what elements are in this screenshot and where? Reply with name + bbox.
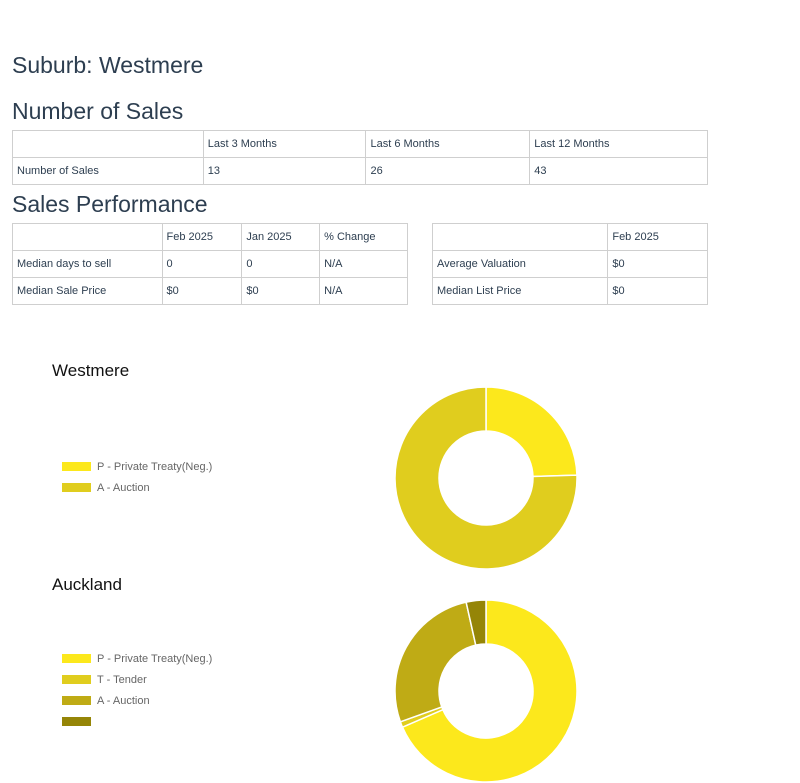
legend-item: T - Tender: [62, 669, 212, 690]
legend-label: A - Auction: [97, 694, 150, 707]
valuation-table: Feb 2025 Average Valuation $0 Median Lis…: [431, 223, 708, 305]
table-cell: 13: [202, 157, 367, 185]
chart-title-auckland: Auckland: [52, 575, 122, 594]
chart-title-westmere: Westmere: [52, 361, 130, 380]
table-row-label: Number of Sales: [12, 157, 204, 185]
legend-swatch: [62, 654, 91, 663]
legend-swatch: [62, 462, 91, 471]
table-header-cell: [431, 223, 609, 251]
donut-chart-westmere: [394, 386, 578, 570]
table-header-row: Feb 2025 Jan 2025 % Change: [12, 223, 408, 251]
table-cell: $0: [241, 277, 321, 305]
table-row: Median List Price $0: [431, 277, 708, 305]
table-cell: $0: [607, 250, 708, 278]
table-header-cell: Last 6 Months: [365, 130, 531, 158]
table-row-label: Median List Price: [431, 277, 609, 305]
table-cell: 26: [365, 157, 531, 185]
legend-item: [62, 711, 212, 732]
chart-legend-westmere: P - Private Treaty(Neg.) A - Auction: [62, 456, 212, 498]
table-cell: $0: [607, 277, 708, 305]
table-cell: N/A: [319, 277, 408, 305]
table-header-cell: Last 12 Months: [529, 130, 708, 158]
table-row-label: Median Sale Price: [12, 277, 163, 305]
pie-slice-2: [394, 601, 477, 723]
table-header-cell: Jan 2025: [241, 223, 321, 251]
legend-label: A - Auction: [97, 481, 150, 494]
table-header-cell: Feb 2025: [607, 223, 708, 251]
suburb-title: Suburb: Westmere: [12, 52, 204, 78]
table-cell: 0: [161, 250, 243, 278]
legend-swatch: [62, 717, 91, 726]
table-cell: 43: [529, 157, 708, 185]
table-header-cell: % Change: [319, 223, 408, 251]
chart-legend-auckland: P - Private Treaty(Neg.) T - Tender A - Au…: [62, 648, 212, 732]
table-header-cell: Feb 2025: [161, 223, 243, 251]
number-of-sales-table: Last 3 Months Last 6 Months Last 12 Mont…: [12, 130, 708, 185]
pie-slice-0: [401, 599, 578, 783]
legend-item: P - Private Treaty(Neg.): [62, 648, 212, 669]
legend-item: P - Private Treaty(Neg.): [62, 456, 212, 477]
legend-item: A - Auction: [62, 477, 212, 498]
table-header-row: Last 3 Months Last 6 Months Last 12 Mont…: [12, 130, 708, 158]
legend-label: P - Private Treaty(Neg.): [97, 652, 213, 665]
legend-label: P - Private Treaty(Neg.): [97, 460, 213, 473]
sales-performance-heading: Sales Performance: [12, 191, 208, 217]
pie-slice-1: [394, 386, 578, 570]
sales-performance-table: Feb 2025 Jan 2025 % Change Median days t…: [12, 223, 408, 305]
table-cell: $0: [161, 277, 243, 305]
table-header-cell: Last 3 Months: [202, 130, 367, 158]
legend-item: A - Auction: [62, 690, 212, 711]
donut-chart-auckland: [394, 599, 578, 783]
table-row: Median Sale Price $0 $0 N/A: [12, 277, 408, 305]
table-header-cell: [12, 223, 163, 251]
number-of-sales-heading: Number of Sales: [12, 98, 184, 124]
pie-slice-3: [465, 599, 487, 647]
table-row-label: Median days to sell: [12, 250, 163, 278]
legend-label: T - Tender: [97, 673, 147, 686]
table-row: Median days to sell 0 0 N/A: [12, 250, 408, 278]
table-row: Average Valuation $0: [431, 250, 708, 278]
pie-slice-0: [485, 386, 578, 478]
table-row-label: Average Valuation: [431, 250, 609, 278]
legend-swatch: [62, 675, 91, 684]
table-row: Number of Sales 13 26 43: [12, 157, 708, 185]
table-cell: 0: [241, 250, 321, 278]
table-cell: N/A: [319, 250, 408, 278]
legend-swatch: [62, 696, 91, 705]
table-header-row: Feb 2025: [431, 223, 708, 251]
table-header-cell: [12, 130, 204, 158]
legend-swatch: [62, 483, 91, 492]
